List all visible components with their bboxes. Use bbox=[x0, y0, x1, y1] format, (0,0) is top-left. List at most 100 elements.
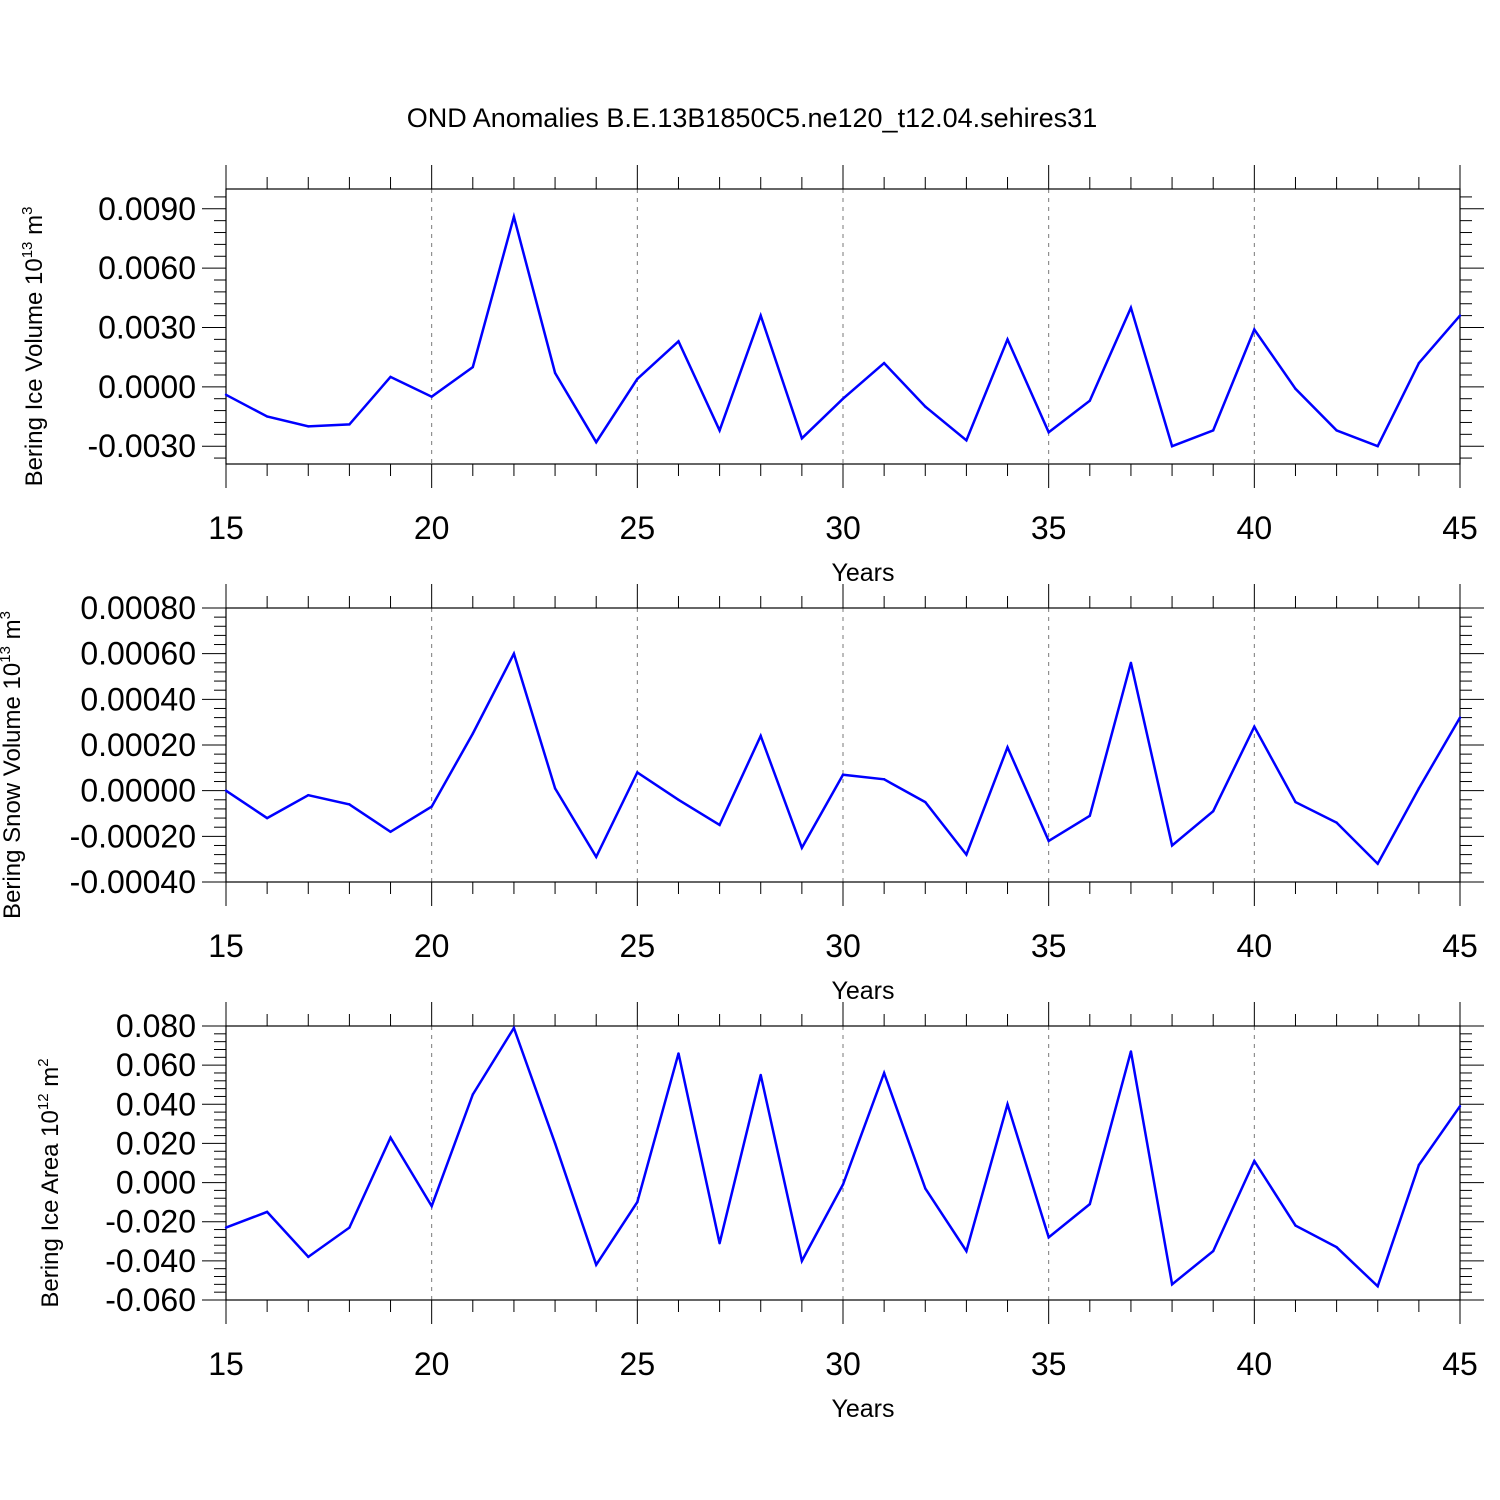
x-tick-label: 35 bbox=[1031, 928, 1067, 964]
data-point bbox=[1212, 429, 1215, 432]
data-point bbox=[430, 1204, 433, 1208]
x-tick-label: 45 bbox=[1442, 928, 1478, 964]
data-point bbox=[1047, 839, 1050, 843]
data-point bbox=[1088, 1202, 1092, 1206]
data-point bbox=[348, 423, 351, 426]
data-point bbox=[1006, 746, 1009, 749]
panel-2: 15 20 25 30 35 40 45 -0.00040 -0.00020 0.00000 0.0… bbox=[0, 584, 1484, 1005]
data-point bbox=[677, 1052, 680, 1055]
x-tick-label: 45 bbox=[1442, 1346, 1478, 1382]
data-point bbox=[1170, 444, 1174, 448]
x-tick-label: 20 bbox=[414, 928, 450, 964]
data-point bbox=[1294, 387, 1297, 391]
data-point bbox=[800, 846, 804, 849]
data-point bbox=[1294, 800, 1297, 804]
data-point bbox=[512, 1026, 516, 1030]
data-point bbox=[471, 365, 474, 369]
data-point bbox=[1212, 1249, 1215, 1253]
y-tick-label: -0.020 bbox=[105, 1204, 196, 1240]
data-point bbox=[636, 1200, 639, 1204]
data-point bbox=[1129, 306, 1133, 309]
y-tick-label: 0.0030 bbox=[98, 309, 196, 345]
data-point bbox=[841, 773, 845, 776]
data-point bbox=[1458, 314, 1462, 317]
data-point bbox=[677, 798, 680, 801]
y-tick-label: 0.00060 bbox=[80, 636, 196, 672]
series-line bbox=[225, 211, 1461, 448]
data-point bbox=[595, 441, 598, 444]
data-point bbox=[924, 1187, 927, 1190]
data-point bbox=[1170, 1283, 1174, 1286]
y-tick-label: 0.060 bbox=[116, 1047, 196, 1083]
y-tick-label: -0.00020 bbox=[70, 818, 196, 854]
y-tick-label: 0.000 bbox=[116, 1165, 196, 1201]
x-axis-label: Years bbox=[831, 1395, 894, 1423]
x-tick-label: 40 bbox=[1237, 1346, 1273, 1382]
data-point bbox=[1170, 844, 1174, 847]
data-point bbox=[800, 437, 804, 440]
data-point bbox=[1458, 1105, 1462, 1108]
y-tick-label: 0.020 bbox=[116, 1125, 196, 1161]
data-point bbox=[841, 397, 845, 400]
x-tick-label: 45 bbox=[1442, 510, 1478, 546]
x-tick-label: 15 bbox=[208, 510, 244, 546]
y-tick-label: -0.0030 bbox=[87, 428, 196, 464]
x-tick-label: 40 bbox=[1237, 510, 1273, 546]
data-point bbox=[389, 375, 392, 379]
x-tick-label: 25 bbox=[620, 510, 656, 546]
data-point bbox=[759, 734, 762, 738]
data-point bbox=[553, 371, 557, 375]
data-point bbox=[512, 215, 516, 218]
y-tick-label: 0.040 bbox=[116, 1086, 196, 1122]
y-tick-label: 0.0090 bbox=[98, 191, 196, 227]
data-point bbox=[1047, 1236, 1050, 1239]
x-tick-label: 35 bbox=[1031, 510, 1067, 546]
data-point bbox=[882, 778, 886, 781]
data-point bbox=[307, 1255, 310, 1259]
y-tick-label: 0.080 bbox=[116, 1008, 196, 1044]
data-point bbox=[1417, 1163, 1421, 1167]
data-point bbox=[389, 1136, 392, 1139]
data-point bbox=[924, 800, 927, 804]
x-tick-label: 30 bbox=[825, 1346, 861, 1382]
data-point bbox=[841, 1183, 845, 1186]
x-axis-label: Years bbox=[831, 559, 894, 587]
data-point bbox=[718, 1242, 721, 1245]
data-point bbox=[1376, 444, 1379, 448]
data-point bbox=[1253, 328, 1256, 331]
series-line bbox=[225, 650, 1462, 866]
data-point bbox=[800, 1259, 804, 1263]
data-point bbox=[265, 816, 269, 820]
data-point bbox=[595, 1263, 598, 1266]
data-point bbox=[965, 1249, 968, 1253]
data-point bbox=[224, 1226, 228, 1229]
data-point bbox=[759, 1073, 762, 1077]
x-tick-label: 35 bbox=[1031, 1346, 1067, 1382]
data-point bbox=[1417, 361, 1421, 365]
data-point bbox=[471, 732, 474, 735]
y-tick-label: 0.0060 bbox=[98, 250, 196, 286]
data-point bbox=[1376, 1285, 1379, 1288]
x-tick-label: 20 bbox=[414, 510, 450, 546]
data-point bbox=[965, 439, 968, 442]
data-point bbox=[924, 405, 927, 408]
data-point bbox=[430, 395, 433, 398]
data-point bbox=[1088, 399, 1092, 402]
data-point bbox=[553, 1142, 557, 1145]
x-tick-label: 15 bbox=[208, 928, 244, 964]
data-point bbox=[636, 377, 639, 381]
data-point bbox=[1253, 1159, 1256, 1163]
y-tick-label: -0.060 bbox=[105, 1282, 196, 1318]
data-point bbox=[1088, 814, 1092, 817]
y-tick-label: 0.0000 bbox=[98, 369, 196, 405]
data-point bbox=[595, 855, 598, 859]
data-point bbox=[1253, 725, 1256, 728]
data-point bbox=[1335, 429, 1338, 432]
data-point bbox=[965, 853, 968, 856]
data-point bbox=[1006, 1103, 1009, 1106]
y-tick-label: 0.00000 bbox=[80, 773, 196, 809]
data-point bbox=[718, 429, 721, 432]
data-point bbox=[512, 652, 516, 655]
y-axis-label: Bering Ice Area 1012 m2 bbox=[35, 1058, 64, 1307]
